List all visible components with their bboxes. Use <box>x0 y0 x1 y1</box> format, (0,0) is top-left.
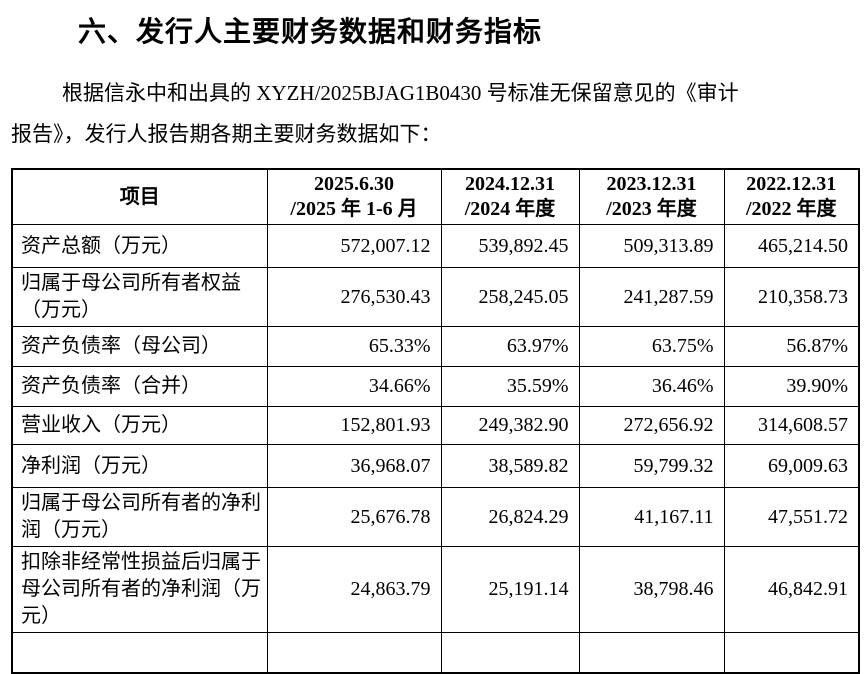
value-cell: 63.75% <box>578 326 725 367</box>
table-row: 归属于母公司所有者权益（万元） 276,530.43 258,245.05 241,2… <box>11 267 860 327</box>
row-label <box>11 632 268 673</box>
value-cell: 152,801.93 <box>266 406 442 445</box>
value-cell: 47,551.72 <box>723 487 860 547</box>
section-heading: 六、发行人主要财务数据和财务指标 <box>78 16 543 47</box>
value-cell: 34.66% <box>266 366 442 407</box>
header-item-column: 项目 <box>11 168 268 225</box>
value-cell: 258,245.05 <box>440 267 580 327</box>
row-label: 扣除非经常性损益后归属于母公司所有者的净利润（万元） <box>11 546 268 633</box>
value-cell: 26,824.29 <box>440 487 580 547</box>
header-period-date: 2023.12.31 <box>606 173 697 195</box>
header-period-range: /2025 年 1-6 月 <box>290 198 418 220</box>
table-header: 项目 2025.6.30 /2025 年 1-6 月 2024.12.31 /2… <box>11 168 860 225</box>
value-cell: 276,530.43 <box>266 267 442 327</box>
row-label: 资产负债率（合并） <box>11 366 268 407</box>
value-cell <box>266 632 442 673</box>
value-cell: 39.90% <box>723 366 860 407</box>
value-cell: 65.33% <box>266 326 442 367</box>
header-period-date: 2022.12.31 <box>746 173 837 195</box>
table-row: 归属于母公司所有者的净利润（万元） 25,676.78 26,824.29 41,16… <box>11 487 860 547</box>
row-label: 净利润（万元） <box>11 444 268 488</box>
value-cell: 210,358.73 <box>723 267 860 327</box>
header-period-2024: 2024.12.31 /2024 年度 <box>440 168 580 225</box>
header-period-range: /2023 年度 <box>606 198 697 220</box>
value-cell: 241,287.59 <box>578 267 725 327</box>
header-period-range: /2022 年度 <box>745 198 837 220</box>
value-cell: 25,191.14 <box>440 546 580 633</box>
value-cell: 509,313.89 <box>578 224 725 268</box>
value-cell <box>440 632 580 673</box>
value-cell: 572,007.12 <box>266 224 442 268</box>
value-cell: 314,608.57 <box>723 406 860 445</box>
header-item-label: 项目 <box>119 185 160 208</box>
paragraph-line-2: 报告》，发行人报告期各期主要财务数据如下： <box>11 122 442 146</box>
value-cell: 36,968.07 <box>266 444 442 488</box>
value-cell: 38,589.82 <box>440 444 580 488</box>
row-label: 资产总额（万元） <box>11 224 268 268</box>
value-cell: 63.97% <box>440 326 580 367</box>
table-row: 资产总额（万元） 572,007.12 539,892.45 509,313.89 46… <box>11 224 860 268</box>
value-cell: 249,382.90 <box>440 406 580 445</box>
value-cell: 36.46% <box>578 366 725 407</box>
table-body: 资产总额（万元） 572,007.12 539,892.45 509,313.89 46… <box>11 224 860 673</box>
table-header-row: 项目 2025.6.30 /2025 年 1-6 月 2024.12.31 /2… <box>11 168 860 225</box>
table-row: 营业收入（万元） 152,801.93 249,382.90 272,656.92 31… <box>11 406 860 445</box>
table-row-clipped <box>11 632 860 673</box>
paragraph-line-1: 根据信永中和出具的 XYZH/2025BJAG1B0430 号标准无保留意见的《… <box>62 81 739 105</box>
table-row: 净利润（万元） 36,968.07 38,589.82 59,799.32 69,009… <box>11 444 860 488</box>
table-row: 资产负债率（合并） 34.66% 35.59% 36.46% 39.90% <box>11 366 860 407</box>
header-period-2025h1: 2025.6.30 /2025 年 1-6 月 <box>266 168 442 225</box>
row-label: 归属于母公司所有者权益（万元） <box>11 267 268 327</box>
value-cell: 539,892.45 <box>440 224 580 268</box>
row-label: 归属于母公司所有者的净利润（万元） <box>11 487 268 547</box>
header-period-date: 2024.12.31 <box>465 173 555 195</box>
value-cell: 272,656.92 <box>578 406 725 445</box>
value-cell <box>578 632 725 673</box>
header-period-date: 2025.6.30 <box>314 173 394 195</box>
header-period-2022: 2022.12.31 /2022 年度 <box>723 168 860 225</box>
value-cell: 38,798.46 <box>578 546 725 633</box>
financial-data-table: 项目 2025.6.30 /2025 年 1-6 月 2024.12.31 /2… <box>11 168 860 674</box>
value-cell: 24,863.79 <box>266 546 442 633</box>
table-row: 扣除非经常性损益后归属于母公司所有者的净利润（万元） 24,863.79 25,19… <box>11 546 860 633</box>
value-cell: 35.59% <box>440 366 580 407</box>
value-cell: 46,842.91 <box>723 546 860 633</box>
value-cell: 59,799.32 <box>578 444 725 488</box>
table-row: 资产负债率（母公司） 65.33% 63.97% 63.75% 56.87% <box>11 326 860 367</box>
value-cell <box>723 632 860 673</box>
value-cell: 56.87% <box>723 326 860 367</box>
value-cell: 465,214.50 <box>723 224 860 268</box>
value-cell: 41,167.11 <box>578 487 725 547</box>
value-cell: 25,676.78 <box>266 487 442 547</box>
header-period-2023: 2023.12.31 /2023 年度 <box>578 168 725 225</box>
header-period-range: /2024 年度 <box>464 198 556 220</box>
value-cell: 69,009.63 <box>723 444 860 488</box>
row-label: 营业收入（万元） <box>11 406 268 445</box>
row-label: 资产负债率（母公司） <box>11 326 268 367</box>
